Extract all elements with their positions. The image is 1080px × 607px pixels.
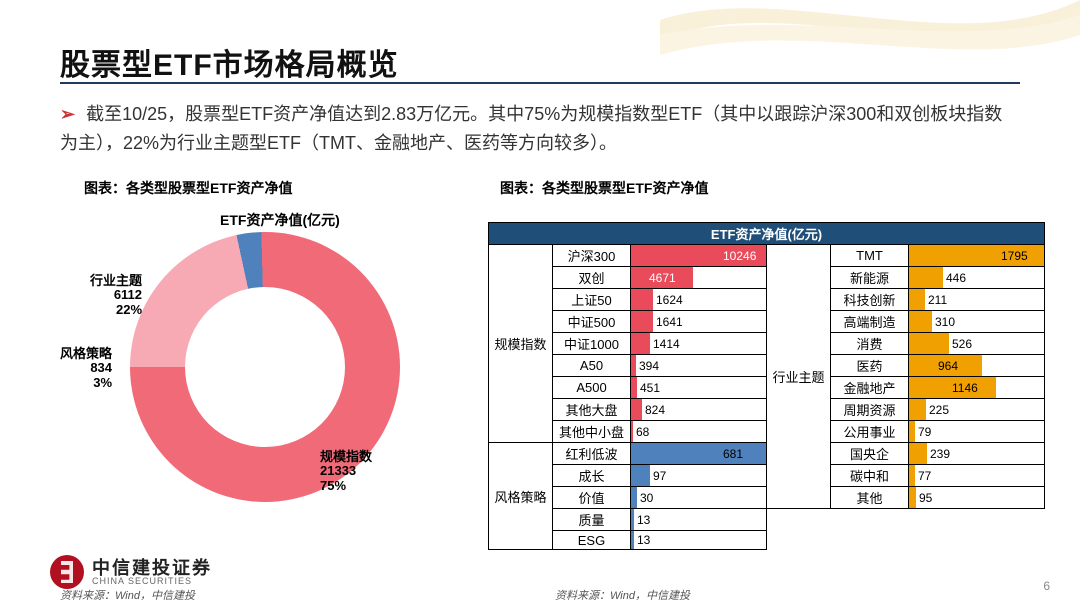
bullet-text: 截至10/25，股票型ETF资产净值达到2.83万亿元。其中75%为规模指数型E…	[60, 104, 1002, 153]
logo-cn: 中信建投证券	[92, 559, 212, 577]
name-cell: 其他	[831, 487, 909, 509]
donut-label-industry: 行业主题 6112 22%	[90, 274, 142, 317]
company-logo: 中信建投证券 CHINA SECURITIES	[50, 555, 212, 589]
table-row: 质量13	[489, 509, 1045, 531]
bullet-arrow-icon: ➢	[60, 104, 75, 124]
name-cell: 周期资源	[831, 399, 909, 421]
name-cell: ESG	[553, 531, 631, 550]
title-underline	[60, 82, 1020, 84]
bullet-paragraph: ➢ 截至10/25，股票型ETF资产净值达到2.83万亿元。其中75%为规模指数…	[60, 100, 1020, 158]
name-cell: 科技创新	[831, 289, 909, 311]
chart-caption-left: 图表：各类型股票型ETF资产净值	[84, 178, 292, 198]
name-cell: 碳中和	[831, 465, 909, 487]
table-header: ETF资产净值(亿元)	[489, 223, 1045, 245]
name-cell: TMT	[831, 245, 909, 267]
name-cell: 其他中小盘	[553, 421, 631, 443]
name-cell: 医药	[831, 355, 909, 377]
table-row: 规模指数沪深30010246行业主题TMT1795	[489, 245, 1045, 267]
name-cell: A500	[553, 377, 631, 399]
logo-en: CHINA SECURITIES	[92, 577, 212, 586]
source-right: 资料来源：Wind，中信建投	[555, 587, 690, 603]
name-cell: 红利低波	[553, 443, 631, 465]
logo-mark-icon	[50, 555, 84, 589]
page-number: 6	[1043, 579, 1050, 593]
name-cell: 新能源	[831, 267, 909, 289]
name-cell: A50	[553, 355, 631, 377]
nav-table: ETF资产净值(亿元) 规模指数沪深30010246行业主题TMT1795双创4…	[488, 222, 1044, 550]
slide-title: 股票型ETF市场格局概览	[60, 40, 399, 84]
name-cell: 中证500	[553, 311, 631, 333]
name-cell: 高端制造	[831, 311, 909, 333]
name-cell: 金融地产	[831, 377, 909, 399]
category-cell: 行业主题	[767, 245, 831, 509]
name-cell: 上证50	[553, 289, 631, 311]
decorative-swoosh	[660, 0, 1080, 60]
chart-caption-right: 图表：各类型股票型ETF资产净值	[500, 178, 708, 198]
category-cell: 规模指数	[489, 245, 553, 443]
source-left: 资料来源：Wind，中信建投	[60, 587, 195, 603]
name-cell: 成长	[553, 465, 631, 487]
category-cell: 风格策略	[489, 443, 553, 550]
name-cell: 价值	[553, 487, 631, 509]
name-cell: 消费	[831, 333, 909, 355]
name-cell: 公用事业	[831, 421, 909, 443]
name-cell: 其他大盘	[553, 399, 631, 421]
donut-label-style: 风格策略 834 3%	[60, 347, 112, 390]
name-cell: 沪深300	[553, 245, 631, 267]
donut-hole	[185, 287, 345, 447]
donut-label-scale: 规模指数 21333 75%	[320, 450, 372, 493]
table-row: ESG13	[489, 531, 1045, 550]
name-cell: 国央企	[831, 443, 909, 465]
donut-title: ETF资产净值(亿元)	[220, 210, 340, 230]
name-cell: 质量	[553, 509, 631, 531]
name-cell: 中证1000	[553, 333, 631, 355]
donut-chart: 行业主题 6112 22% 风格策略 834 3% 规模指数 21333 75%	[130, 232, 430, 532]
name-cell: 双创	[553, 267, 631, 289]
